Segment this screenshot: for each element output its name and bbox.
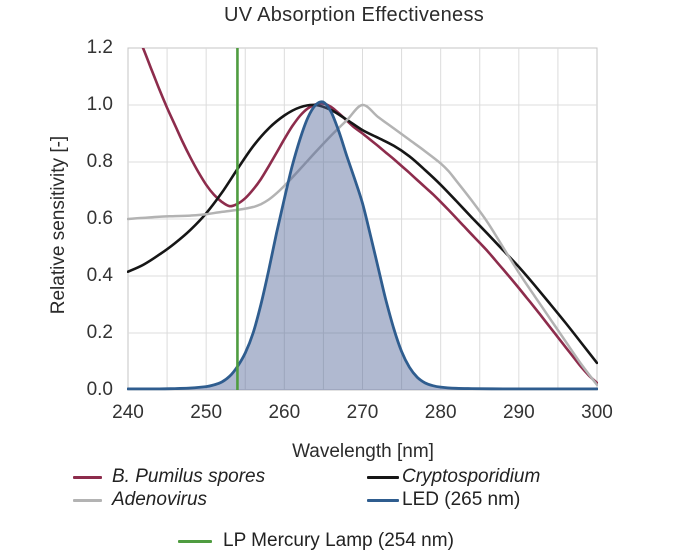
y-tick-label: 0.6 xyxy=(86,208,113,229)
b-pumilus-line-swatch-icon xyxy=(73,475,102,479)
x-tick-label: 290 xyxy=(502,402,535,423)
y-tick-label: 0.4 xyxy=(86,265,113,286)
legend-label: LED (265 nm) xyxy=(402,489,521,510)
y-tick-label: 0.2 xyxy=(86,322,113,343)
adenovirus-line-swatch-icon xyxy=(73,498,102,502)
x-tick-label: 250 xyxy=(190,402,223,423)
legend-item-adenovirus: Adenovirus xyxy=(73,489,207,511)
x-axis-title: Wavelength [nm] xyxy=(292,441,434,462)
series-fill-led-265-nm xyxy=(128,101,597,391)
legend-label: Cryptosporidium xyxy=(402,466,541,487)
x-tick-label: 280 xyxy=(424,402,457,423)
x-tick-label: 260 xyxy=(268,402,301,423)
y-tick-label: 1.2 xyxy=(86,37,113,58)
x-tick-label: 270 xyxy=(346,402,379,423)
series-line-adenovirus xyxy=(127,103,598,387)
y-tick-label: 0.8 xyxy=(86,151,113,172)
led-line-swatch-icon xyxy=(367,498,399,502)
x-tick-label: 300 xyxy=(581,402,613,423)
chart-title: UV Absorption Effectiveness xyxy=(223,4,485,26)
legend-label: B. Pumilus spores xyxy=(112,466,266,487)
legend-item-led-265nm: LED (265 nm) xyxy=(367,489,520,511)
cryptosporidium-line-swatch-icon xyxy=(367,475,399,479)
series-line-led-265-nm xyxy=(127,100,598,391)
lp-mercury-lamp-line-swatch-icon xyxy=(178,539,212,543)
legend-item-lp-mercury-lamp: LP Mercury Lamp (254 nm) xyxy=(178,530,454,552)
series-line-b-pumilus-spores xyxy=(141,48,598,385)
legend-label: LP Mercury Lamp (254 nm) xyxy=(223,530,454,551)
legend-item-cryptosporidium: Cryptosporidium xyxy=(367,466,540,488)
legend-label: Adenovirus xyxy=(112,489,208,510)
legend-item-b-pumilus-spores: B. Pumilus spores xyxy=(73,466,265,488)
x-tick-label: 240 xyxy=(112,402,144,423)
y-tick-label: 1.0 xyxy=(86,94,113,115)
y-tick-label: 0.0 xyxy=(86,379,113,400)
